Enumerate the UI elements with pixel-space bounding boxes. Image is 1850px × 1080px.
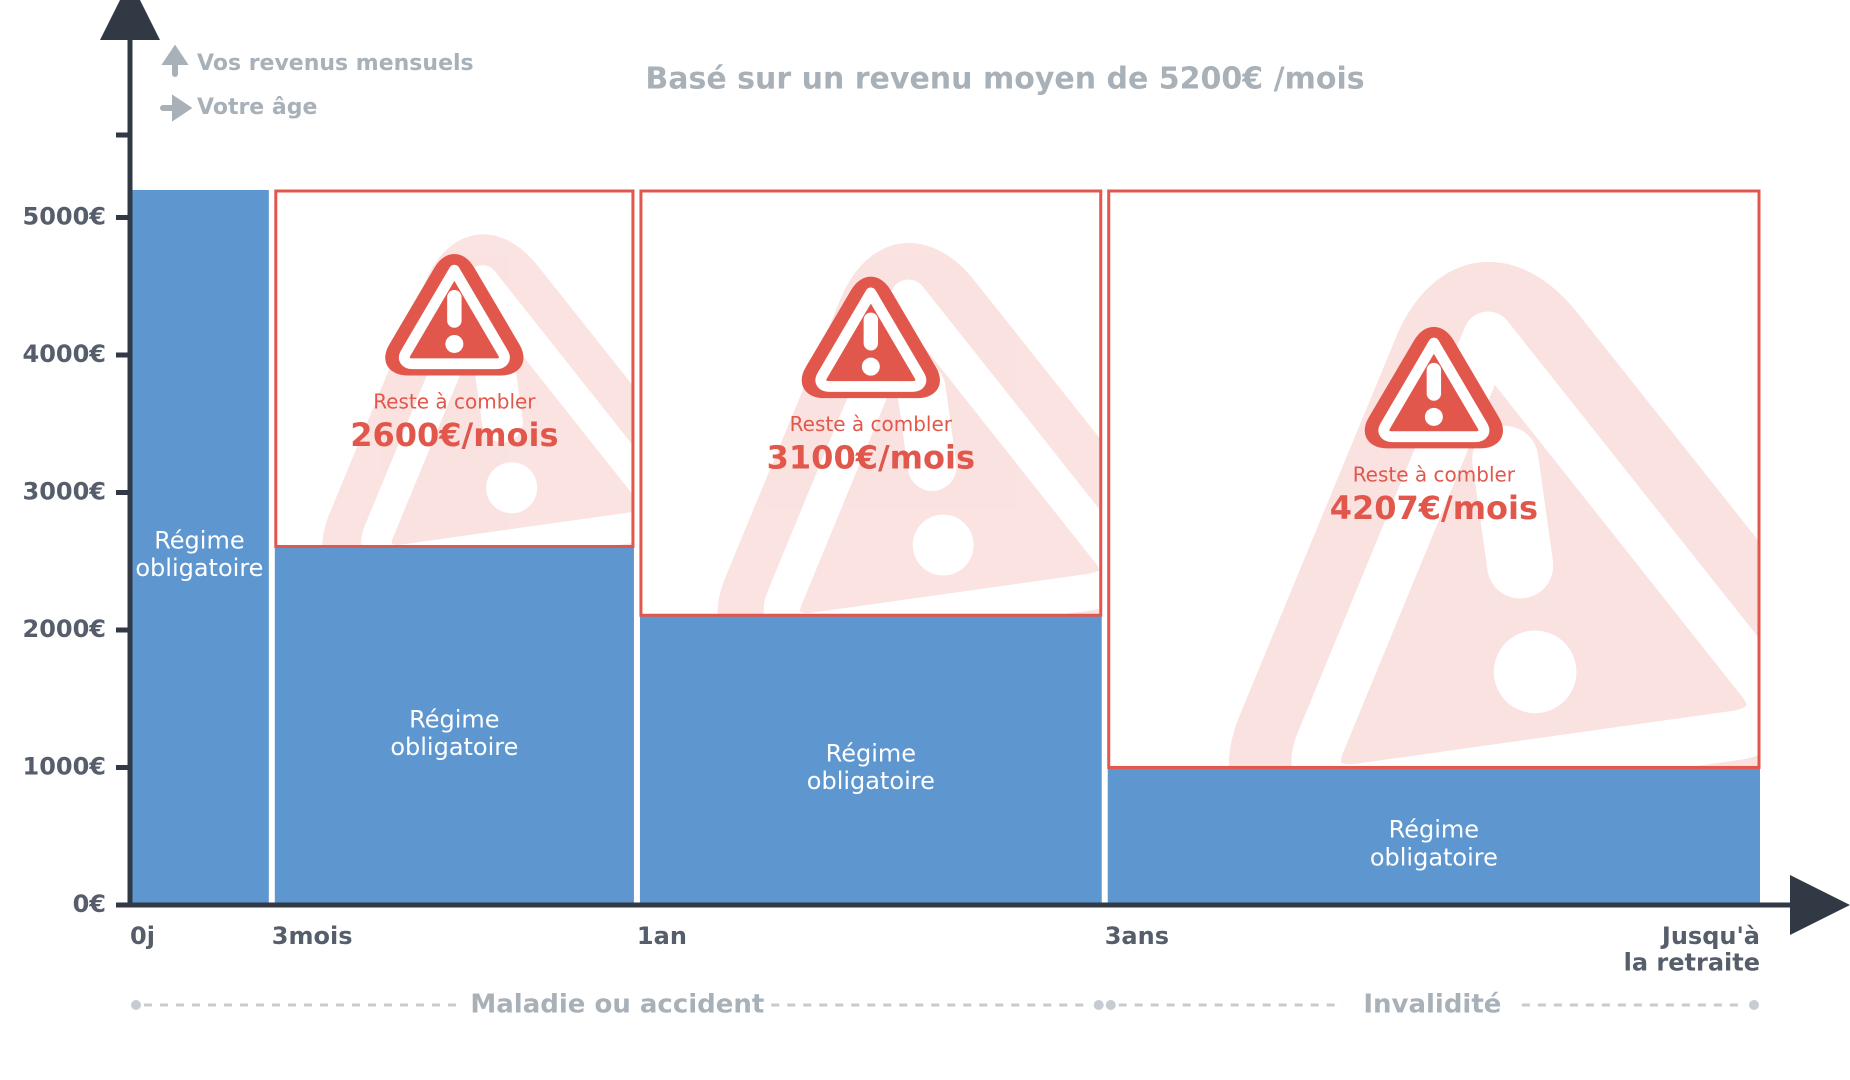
income-coverage-chart: Basé sur un revenu moyen de 5200€ /mois V… [0, 0, 1850, 1080]
legend-right-arrow-icon [163, 100, 187, 116]
x-tick-label-0: 0j [130, 922, 155, 950]
x-tick-label-1: 3mois [272, 922, 353, 950]
x-tick-label-2: 1an [637, 922, 687, 950]
y-tick-label-2: 2000€ [23, 615, 107, 643]
bar-0-coverage-label: Régimeobligatoire [135, 527, 263, 583]
bar-2-coverage-label: Régimeobligatoire [807, 740, 935, 796]
bar-1-shortfall-title: Reste à combler [373, 389, 536, 413]
group-0-label: Maladie ou accident [470, 990, 764, 1020]
legend-x-label: Votre âge [197, 95, 317, 120]
bar-3-coverage-label: Régimeobligatoire [1370, 816, 1498, 872]
group-1-dot-left [1106, 1000, 1116, 1010]
y-tick-label-4: 4000€ [23, 340, 107, 368]
x-tick-label-4: Jusqu'àla retraite [1624, 922, 1760, 976]
bar-1-coverage-label: Régimeobligatoire [390, 705, 518, 761]
bar-2-shortfall-title: Reste à combler [790, 412, 953, 436]
chart-stage: { "title": "Basé sur un revenu moyen de … [0, 0, 1850, 1080]
chart-title: Basé sur un revenu moyen de 5200€ /mois [645, 62, 1364, 97]
group-1-label: Invalidité [1363, 990, 1501, 1020]
legend-y-label: Vos revenus mensuels [197, 51, 474, 76]
legend-up-arrow-icon [167, 50, 183, 74]
bar-2-shortfall-value: 3100€/mois [767, 439, 975, 477]
group-0-dot-left [131, 1000, 141, 1010]
y-tick-label-1: 1000€ [23, 753, 107, 781]
bar-3-shortfall-value: 4207€/mois [1330, 489, 1538, 527]
bar-2-shortfall-box [640, 190, 1190, 683]
bar-1-shortfall-value: 2600€/mois [350, 416, 558, 454]
bar-3-shortfall-title: Reste à combler [1353, 462, 1516, 486]
y-tick-label-3: 3000€ [23, 478, 107, 506]
x-tick-label-3: 3ans [1105, 922, 1169, 950]
group-0-dot-right [1094, 1000, 1104, 1010]
group-1-dot-right [1749, 1000, 1759, 1010]
y-tick-label-0: 0€ [73, 890, 106, 918]
y-tick-label-5: 5000€ [23, 203, 107, 231]
